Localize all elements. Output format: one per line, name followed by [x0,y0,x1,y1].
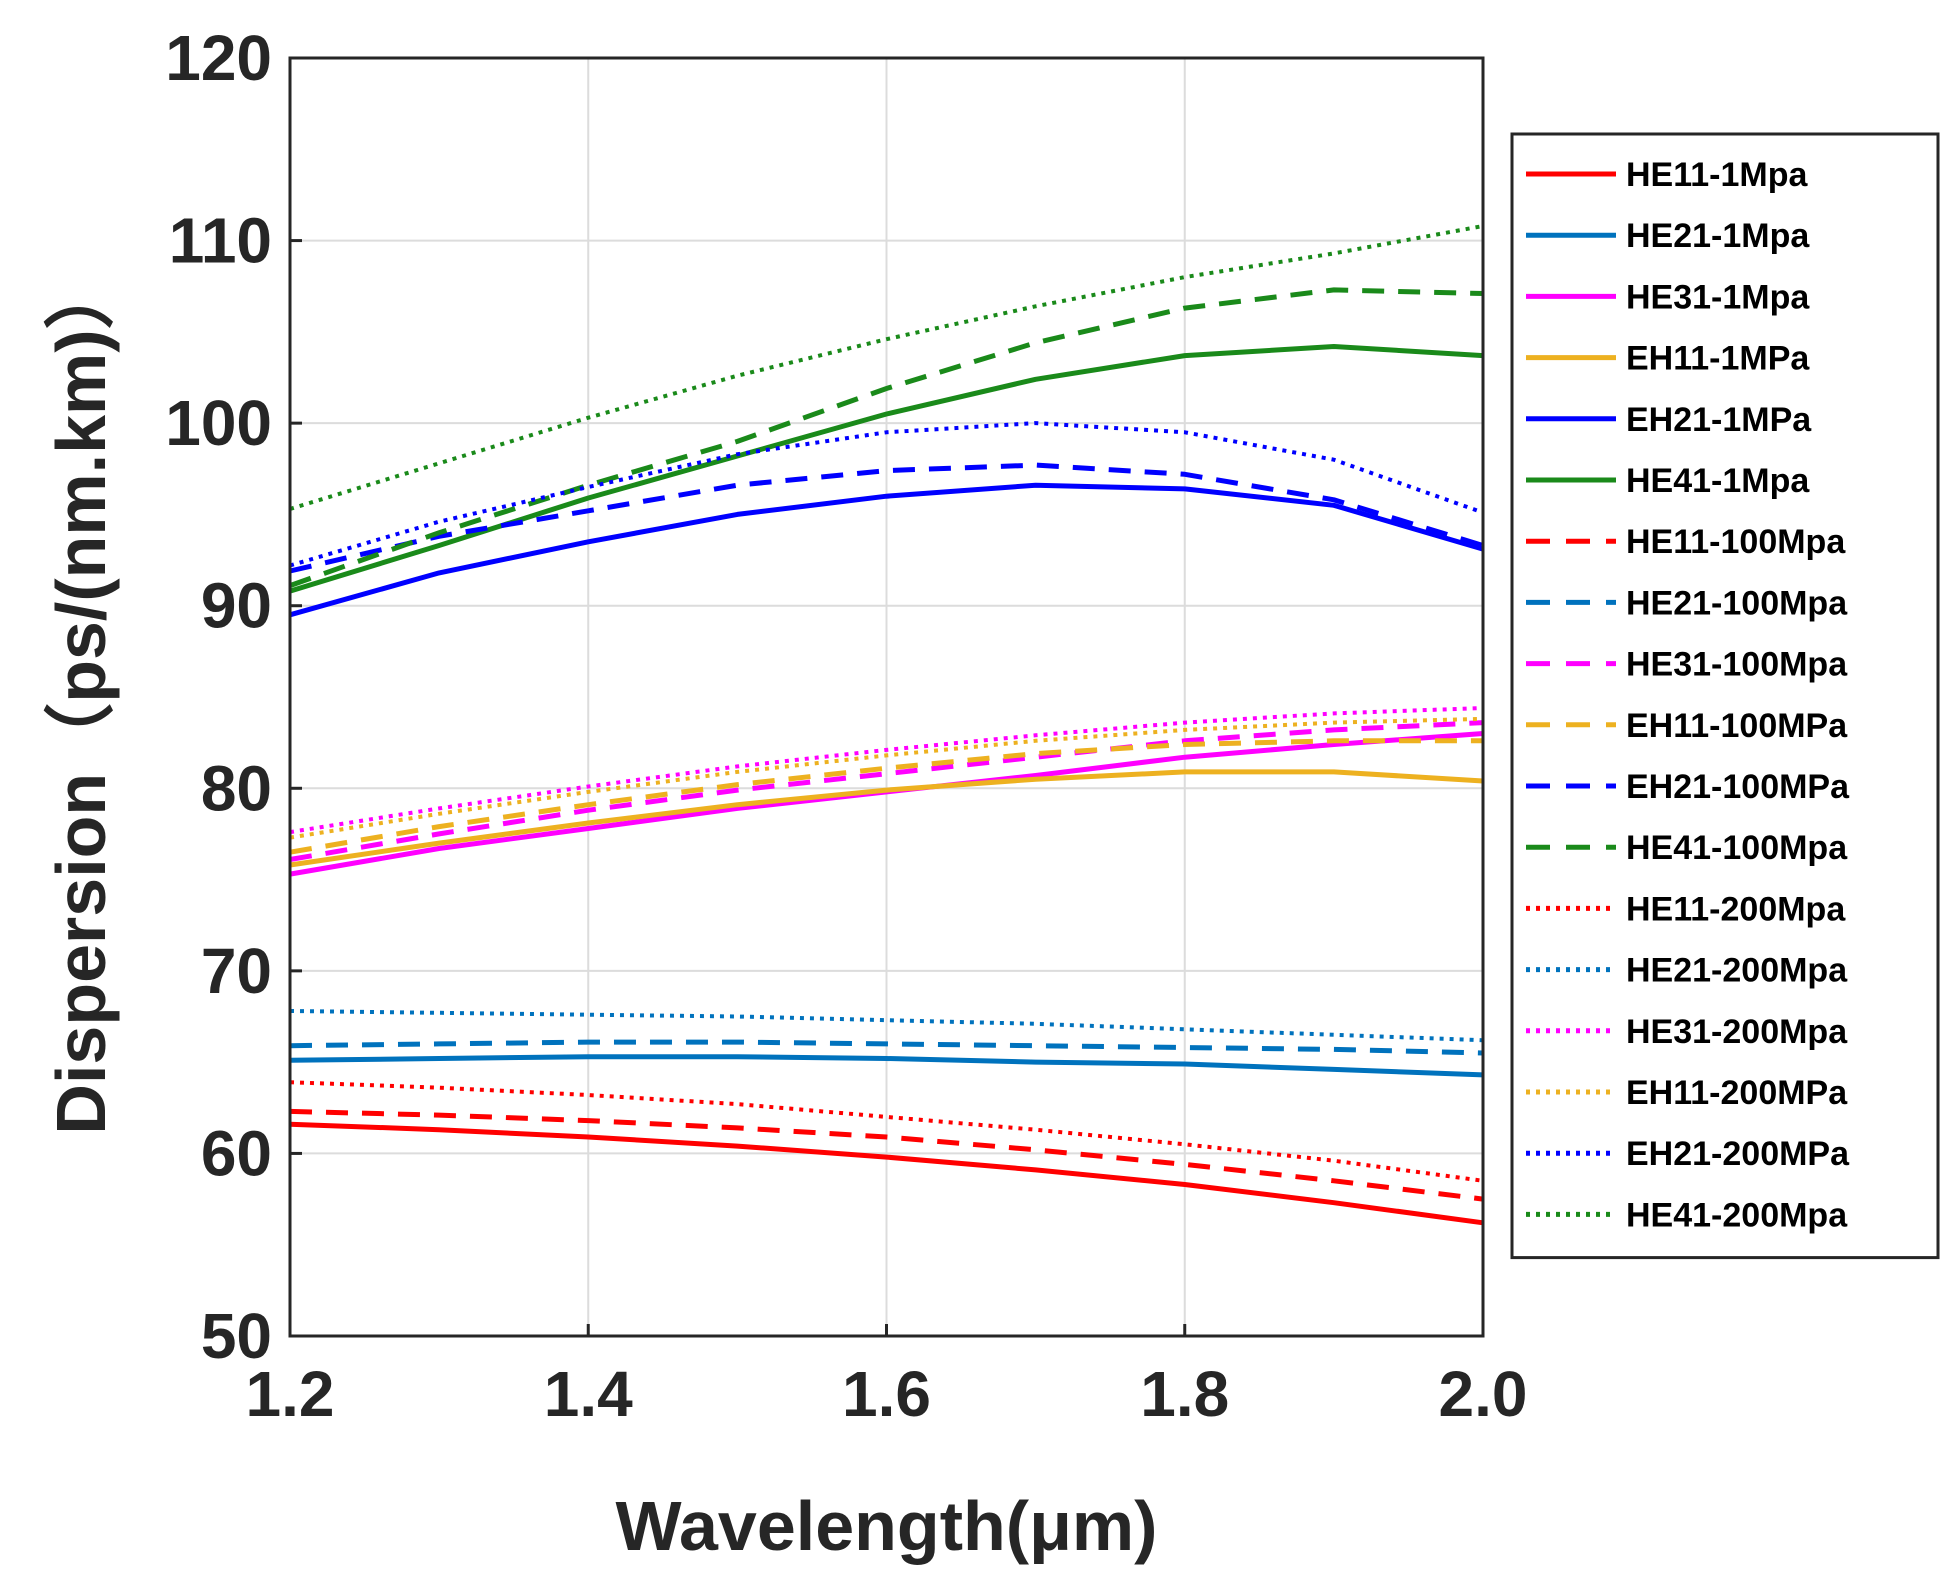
series-line-he41-1mpa [289,344,1484,594]
x-tick-label: 1.2 [246,1358,335,1430]
series-lines [289,224,1484,1226]
legend-label: HE31-200Mpa [1626,1013,1848,1051]
series-line-he11-100mpa [289,1108,1484,1202]
axis-ticks: 1.2 1.4 1.6 1.8 2.0 50 60 70 80 90 100 110 120 [165,22,1527,1430]
y-tick-label: 110 [169,205,272,277]
legend-label: HE41-100Mpa [1626,829,1848,867]
x-axis-title: Wavelength(μm) [616,1487,1158,1565]
series-line-he31-100mpa [289,720,1484,862]
series-line-he21-100mpa [289,1039,1484,1056]
y-tick-label: 120 [165,22,272,94]
legend-label: HE21-1Mpa [1626,217,1810,255]
y-tick-label: 70 [201,935,272,1007]
legend-label: EH11-100MPa [1626,707,1848,745]
series-line-eh21-200mpa [289,421,1484,568]
y-tick-label: 80 [201,752,272,824]
series-line-eh11-100mpa [289,738,1483,855]
x-tick-label: 1.4 [544,1358,633,1430]
legend-label: EH21-1MPa [1626,401,1812,439]
legend-label: HE41-200Mpa [1626,1196,1848,1234]
legend: HE11-1Mpa HE21-1Mpa HE31-1Mpa EH11-1MPa EH21… [1510,132,1940,1260]
series-line-he21-1mpa [289,1054,1484,1078]
legend-label: HE21-100Mpa [1626,584,1848,622]
x-tick-label: 1.8 [1140,1358,1229,1430]
y-tick-label: 50 [201,1300,272,1372]
y-axis-title: Dispersion（ps/(nm.km)） [42,259,120,1134]
series-line-he41-200mpa [289,224,1484,511]
legend-label: HE41-1Mpa [1626,462,1810,500]
legend-label: HE11-1Mpa [1626,156,1808,194]
series-line-eh11-200mpa [289,716,1484,840]
y-tick-label: 100 [165,387,272,459]
series-line-eh21-1mpa [289,482,1484,618]
x-tick-label: 1.6 [842,1358,931,1430]
legend-label: HE11-100Mpa [1626,523,1846,561]
x-tick-label: 2.0 [1439,1358,1528,1430]
series-line-he41-100mpa [289,287,1484,588]
series-line-he11-1mpa [289,1121,1484,1226]
grid-lines [289,57,1484,1337]
legend-label: EH11-1MPa [1626,340,1810,378]
legend-label: EH21-200MPa [1626,1135,1850,1173]
legend-label: EH11-200MPa [1626,1074,1848,1112]
series-line-he31-200mpa [289,706,1484,835]
legend-box [1510,132,1940,1260]
legend-label: HE11-200Mpa [1626,890,1846,928]
legend-label: HE21-200Mpa [1626,952,1848,990]
legend-label: HE31-100Mpa [1626,646,1848,684]
y-tick-label: 60 [201,1117,272,1189]
series-line-eh11-1mpa [289,769,1484,868]
legend-label: HE31-1Mpa [1626,278,1810,316]
legend-label: EH21-100MPa [1626,768,1850,806]
y-tick-label: 90 [201,570,272,642]
